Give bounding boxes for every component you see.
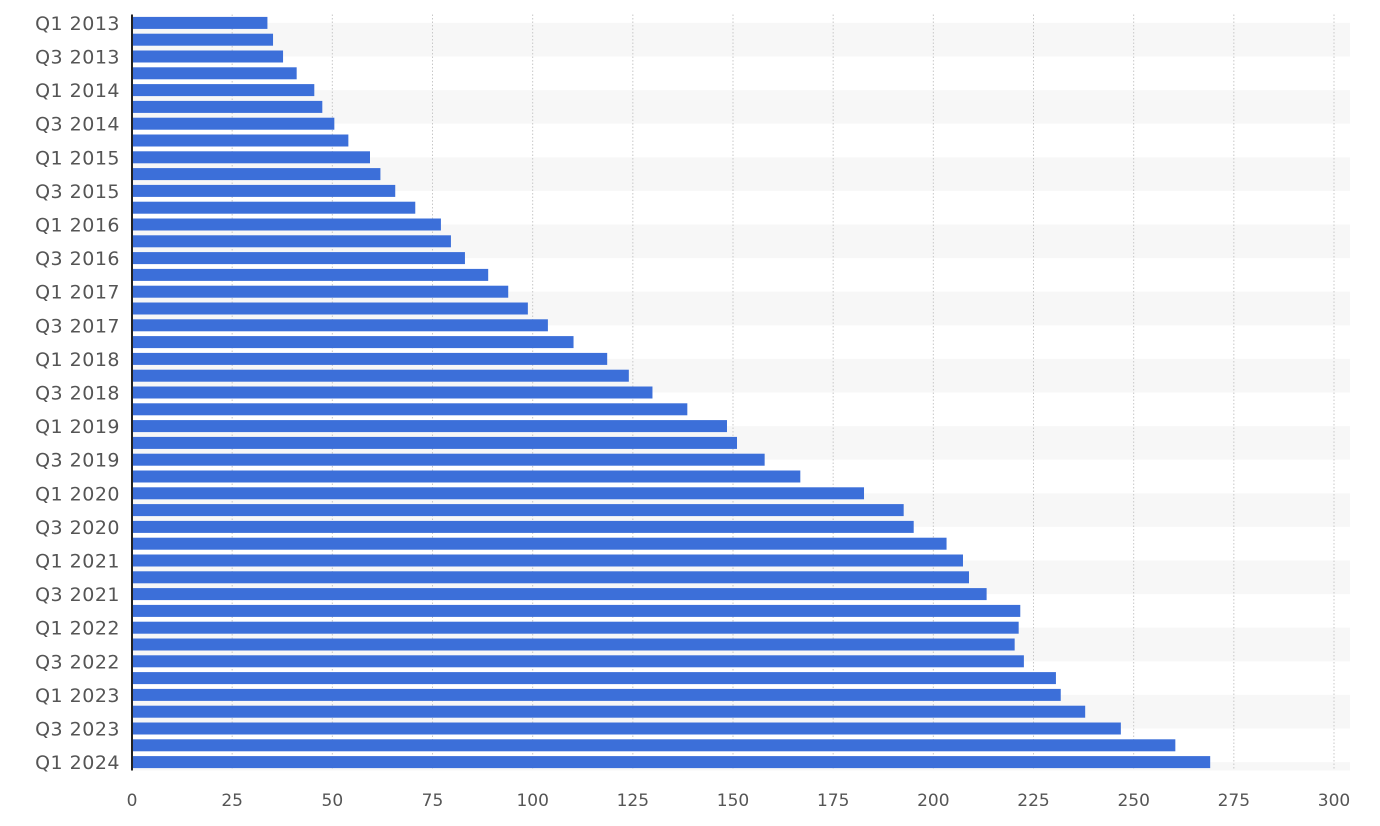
y-tick-label: Q1 2021 (35, 551, 120, 573)
y-tick-label: Q1 2014 (35, 80, 120, 102)
bar[interactable] (132, 268, 489, 281)
bar[interactable] (132, 520, 914, 533)
bar[interactable] (132, 319, 548, 332)
y-tick-label: Q3 2018 (35, 383, 120, 405)
y-axis-labels: Q1 2013 Q3 2013 Q1 2014 Q3 2014 Q1 2015 Q3 20… (35, 13, 120, 774)
row-band (132, 90, 1350, 124)
bar[interactable] (132, 403, 688, 416)
bar[interactable] (132, 50, 284, 63)
row-band (132, 22, 1350, 57)
y-tick-label: Q3 2016 (35, 248, 120, 270)
bar[interactable] (132, 470, 801, 483)
y-tick-label: Q1 2024 (35, 752, 120, 774)
bar[interactable] (132, 554, 963, 567)
bar[interactable] (132, 117, 335, 130)
x-tick-label: 100 (516, 791, 548, 811)
bar[interactable] (132, 386, 653, 399)
y-tick-label: Q1 2020 (35, 483, 120, 505)
x-tick-label: 300 (1318, 791, 1350, 811)
y-tick-label: Q3 2017 (35, 315, 120, 337)
bar[interactable] (132, 235, 451, 248)
bar[interactable] (132, 756, 1211, 769)
y-tick-label: Q1 2016 (35, 215, 120, 237)
x-axis-labels: 0 25 50 75 100 125 150 175 200 225 250 275 300 (127, 791, 1351, 811)
bar[interactable] (132, 571, 969, 584)
x-tick-label: 125 (617, 791, 649, 811)
bar[interactable] (132, 588, 987, 601)
y-tick-label: Q1 2019 (35, 416, 120, 438)
bar[interactable] (132, 504, 904, 517)
y-tick-label: Q1 2015 (35, 147, 120, 169)
bar[interactable] (132, 336, 574, 349)
x-tick-label: 75 (422, 791, 444, 811)
bar[interactable] (132, 33, 274, 46)
x-tick-label: 275 (1218, 791, 1250, 811)
y-tick-label: Q3 2021 (35, 584, 120, 606)
bar[interactable] (132, 537, 947, 550)
bar[interactable] (132, 655, 1024, 668)
bar[interactable] (132, 201, 416, 214)
y-tick-label: Q3 2014 (35, 114, 120, 136)
x-tick-label: 175 (817, 791, 849, 811)
bar[interactable] (132, 134, 349, 147)
bar[interactable] (132, 739, 1176, 752)
y-tick-label: Q3 2023 (35, 719, 120, 741)
bar[interactable] (132, 621, 1019, 634)
bar[interactable] (132, 184, 396, 197)
y-tick-label: Q1 2018 (35, 349, 120, 371)
bar[interactable] (132, 100, 323, 113)
y-tick-label: Q3 2019 (35, 450, 120, 472)
y-tick-label: Q3 2022 (35, 651, 120, 673)
bar[interactable] (132, 67, 297, 80)
bar[interactable] (132, 84, 315, 97)
bar[interactable] (132, 705, 1086, 718)
bar[interactable] (132, 604, 1021, 617)
bar[interactable] (132, 638, 1015, 651)
x-tick-label: 225 (1017, 791, 1049, 811)
y-tick-label: Q1 2022 (35, 618, 120, 640)
x-tick-label: 0 (127, 791, 138, 811)
bar[interactable] (132, 722, 1121, 735)
y-tick-label: Q3 2013 (35, 47, 120, 69)
bar[interactable] (132, 218, 441, 231)
x-tick-label: 150 (717, 791, 749, 811)
bar[interactable] (132, 436, 738, 449)
bar[interactable] (132, 487, 865, 500)
bar[interactable] (132, 688, 1061, 701)
x-tick-label: 250 (1117, 791, 1149, 811)
bar[interactable] (132, 420, 727, 433)
x-tick-label: 200 (917, 791, 949, 811)
x-tick-label: 25 (221, 791, 243, 811)
bar[interactable] (132, 352, 608, 365)
bar[interactable] (132, 453, 765, 466)
y-tick-label: Q1 2023 (35, 685, 120, 707)
bar[interactable] (132, 252, 465, 265)
bar[interactable] (132, 285, 509, 298)
y-tick-label: Q3 2015 (35, 181, 120, 203)
x-tick-label: 50 (322, 791, 344, 811)
bars (132, 16, 1211, 769)
bar[interactable] (132, 302, 528, 315)
bar[interactable] (132, 672, 1056, 685)
bar[interactable] (132, 168, 381, 181)
y-tick-label: Q1 2017 (35, 282, 120, 304)
y-tick-label: Q3 2020 (35, 517, 120, 539)
bar[interactable] (132, 369, 629, 382)
y-tick-label: Q1 2013 (35, 13, 120, 35)
bar[interactable] (132, 151, 370, 164)
bar[interactable] (132, 16, 268, 29)
